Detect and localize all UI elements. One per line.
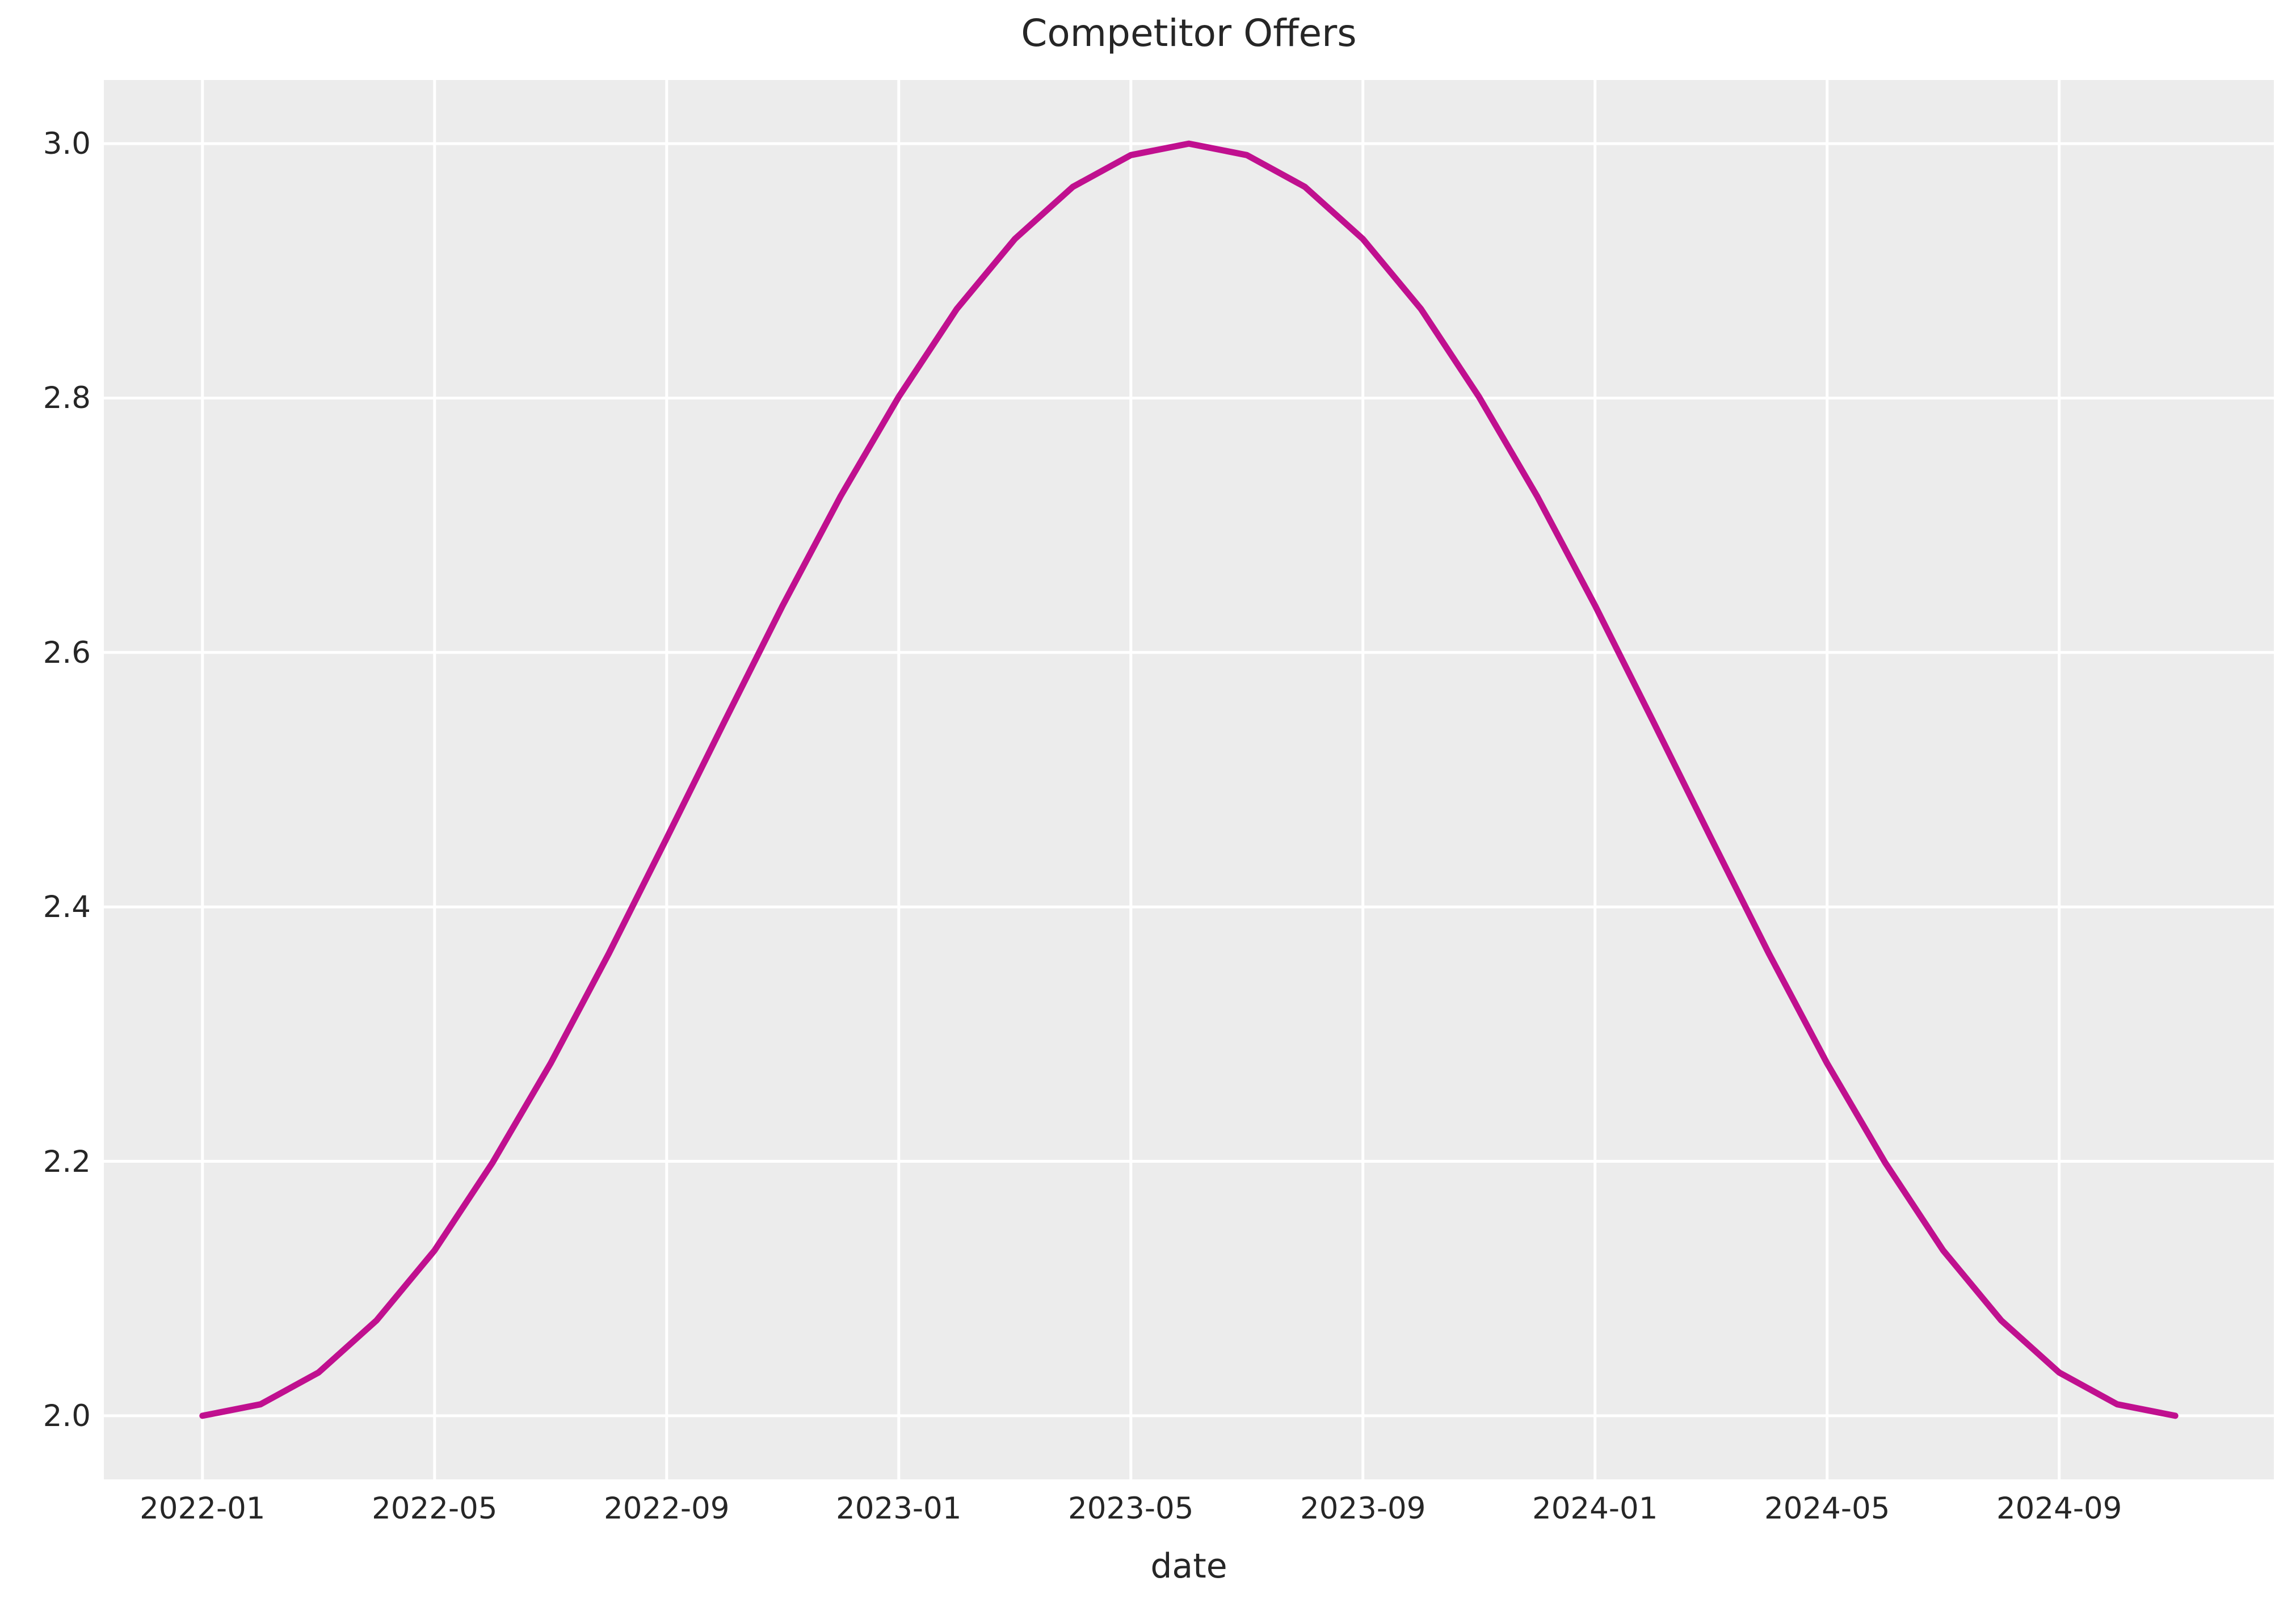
x-tick-label: 2022-01 (140, 1491, 266, 1526)
y-tick-label: 2.4 (43, 890, 91, 925)
y-tick-label: 2.6 (43, 635, 91, 670)
y-tick-label: 2.0 (43, 1398, 91, 1433)
chart-canvas (104, 80, 2274, 1479)
x-tick-label: 2024-05 (1764, 1491, 1890, 1526)
x-tick-label: 2023-05 (1068, 1491, 1194, 1526)
x-tick-label: 2023-01 (836, 1491, 962, 1526)
y-tick-label: 2.8 (43, 381, 91, 416)
x-axis-label: date (1150, 1546, 1227, 1586)
plot-area (104, 80, 2274, 1479)
y-tick-label: 3.0 (43, 127, 91, 162)
chart-title: Competitor Offers (1021, 11, 1357, 55)
x-tick-label: 2022-05 (372, 1491, 498, 1526)
x-tick-label: 2024-01 (1532, 1491, 1658, 1526)
x-tick-label: 2023-09 (1300, 1491, 1426, 1526)
x-tick-label: 2022-09 (604, 1491, 730, 1526)
x-tick-label: 2024-09 (1996, 1491, 2122, 1526)
y-tick-label: 2.2 (43, 1144, 91, 1179)
competitor-offers-line (199, 140, 2179, 1419)
